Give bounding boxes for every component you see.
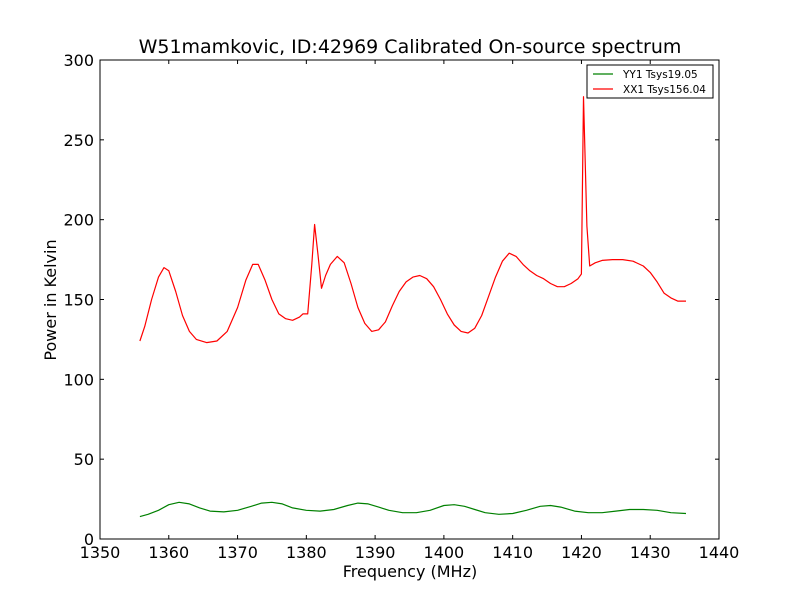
y-tick-label: 0 [84, 530, 94, 549]
legend: YY1 Tsys19.05 XX1 Tsys156.04 [586, 64, 714, 99]
y-axis-title: Power in Kelvin [41, 239, 60, 360]
x-tick-label: 1420 [561, 543, 602, 562]
series-line-xx1 [139, 96, 686, 344]
plot-series-group [139, 96, 687, 518]
x-tick-label: 1440 [699, 543, 740, 562]
legend-label-xx1: XX1 Tsys156.04 [623, 84, 706, 96]
y-tick-label: 200 [63, 211, 94, 230]
series-line-yy1 [139, 501, 687, 518]
y-tick-label: 250 [63, 131, 94, 150]
y-tick-label: 100 [63, 370, 94, 389]
x-tick-label: 1430 [630, 543, 671, 562]
x-tick-label: 1390 [355, 543, 396, 562]
x-tick-label: 1400 [424, 543, 465, 562]
y-tick-label: 150 [63, 291, 94, 310]
legend-box [586, 64, 714, 99]
x-axis-title: Frequency (MHz) [343, 562, 477, 581]
chart-title: W51mamkovic, ID:42969 Calibrated On-sour… [139, 36, 682, 58]
x-tick-label: 1380 [286, 543, 327, 562]
x-tick-label: 1350 [80, 543, 121, 562]
x-tick-label: 1410 [492, 543, 533, 562]
y-tick-label: 300 [63, 51, 94, 70]
y-axis: 0 50 100 150 200 250 300 [63, 51, 719, 549]
y-tick-label: 50 [74, 450, 94, 469]
x-axis: 1350 1360 1370 1380 1390 1400 1410 1420 1430 1440 [80, 60, 740, 562]
x-tick-label: 1370 [217, 543, 258, 562]
x-tick-label: 1360 [148, 543, 189, 562]
legend-label-yy1: YY1 Tsys19.05 [622, 69, 698, 81]
